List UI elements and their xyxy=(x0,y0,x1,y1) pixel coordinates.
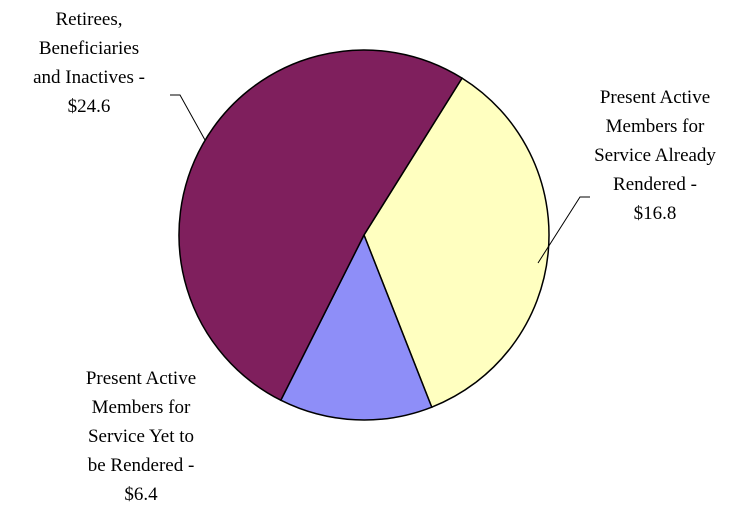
pie-slice-1 xyxy=(279,233,433,421)
pie-slice-2 xyxy=(178,49,464,402)
slice-label-line: Service Already xyxy=(594,145,716,166)
slice-label-line: Service Yet to xyxy=(88,426,194,447)
slice-label-line: Rendered - xyxy=(613,174,697,195)
slice-label-line: Present Active xyxy=(86,368,196,389)
slice-label-1: Present Active Members for Service Yet to b… xyxy=(86,368,196,505)
slice-label-line: Members for xyxy=(606,116,705,137)
slice-label-line: Members for xyxy=(92,397,191,418)
slice-labels: Present Active Members for Service Already… xyxy=(33,9,716,505)
leader-line-0 xyxy=(537,196,590,264)
slice-label-2: Retirees, Beneficiaries and Inactives - $24… xyxy=(33,9,145,117)
slice-label-line: Beneficiaries xyxy=(39,38,139,59)
slice-label-line: Present Active xyxy=(600,87,710,108)
pie-slices xyxy=(178,49,550,421)
slice-label-line: $6.4 xyxy=(124,484,158,505)
slice-label-line: Retirees, xyxy=(55,9,122,30)
slice-label-line: $24.6 xyxy=(68,96,111,117)
leader-line-2 xyxy=(170,94,206,141)
slice-label-0: Present Active Members for Service Already… xyxy=(594,87,716,224)
slice-label-line: $16.8 xyxy=(634,203,677,224)
slice-label-line: and Inactives - xyxy=(33,67,145,88)
leader-lines xyxy=(170,94,590,264)
pie-slice-0 xyxy=(363,77,550,409)
slice-label-line: be Rendered - xyxy=(88,455,195,476)
